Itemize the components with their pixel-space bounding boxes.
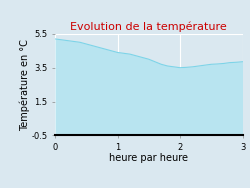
Title: Evolution de la température: Evolution de la température [70,21,227,32]
Y-axis label: Température en °C: Température en °C [19,39,30,130]
X-axis label: heure par heure: heure par heure [109,153,188,163]
